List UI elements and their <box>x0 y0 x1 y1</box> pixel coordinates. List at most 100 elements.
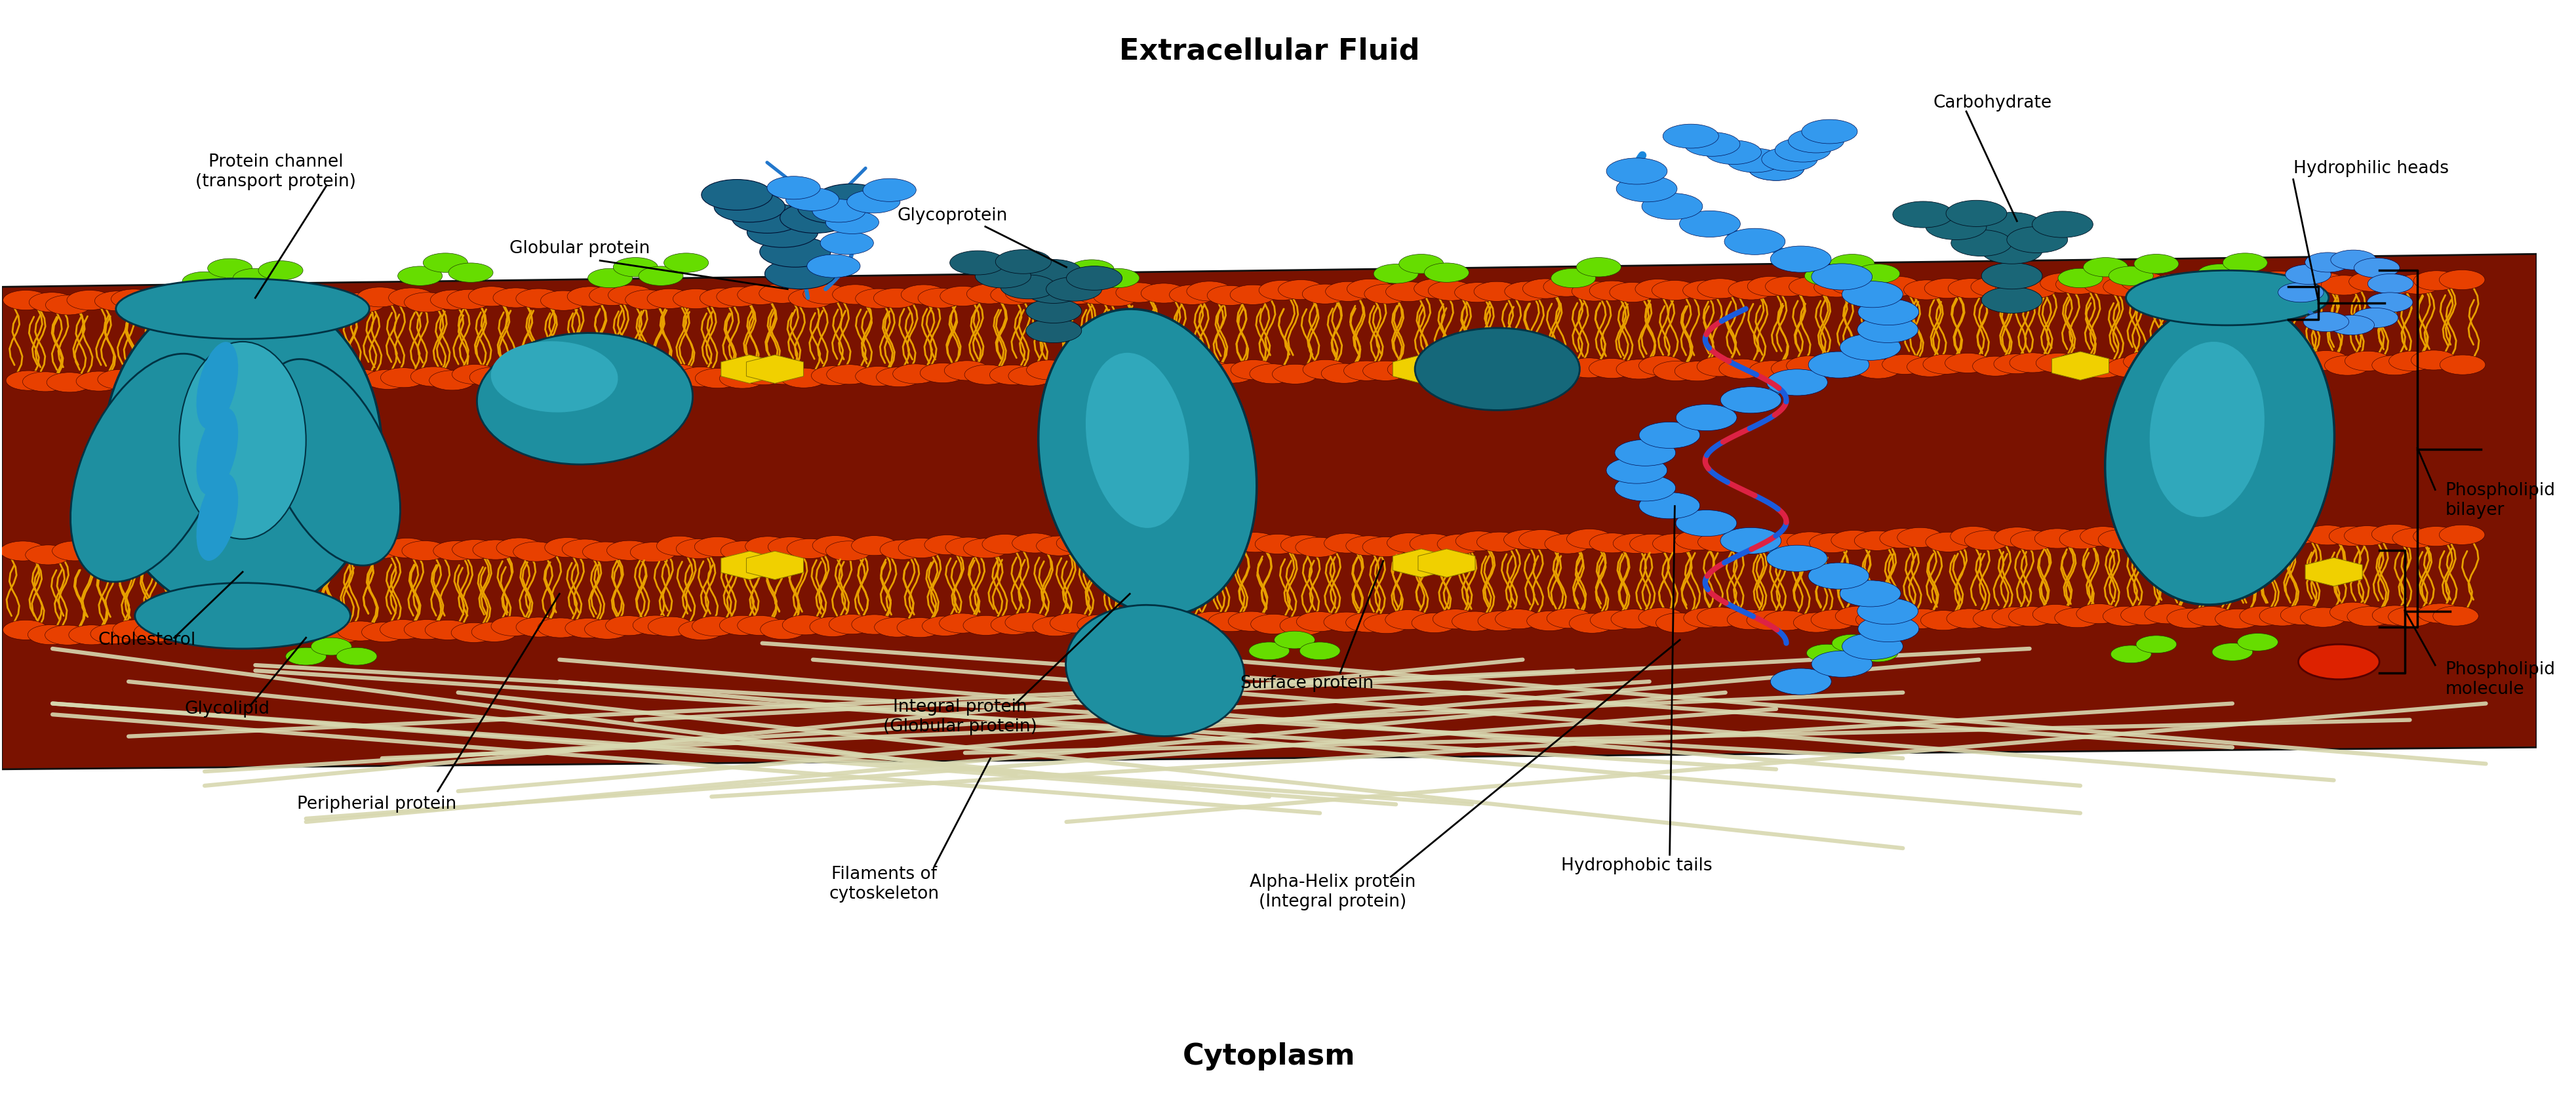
Ellipse shape <box>2125 271 2329 326</box>
Text: Alpha-Helix protein
(Integral protein): Alpha-Helix protein (Integral protein) <box>1249 873 1414 911</box>
Circle shape <box>1208 612 1255 631</box>
Circle shape <box>605 540 652 560</box>
Circle shape <box>832 285 878 305</box>
Circle shape <box>1651 280 1698 300</box>
Circle shape <box>1767 546 1826 572</box>
Circle shape <box>422 253 469 273</box>
Circle shape <box>1056 534 1103 553</box>
Circle shape <box>1190 612 1236 631</box>
Ellipse shape <box>2148 342 2264 517</box>
Circle shape <box>1566 529 1613 549</box>
Circle shape <box>1229 285 1275 305</box>
Circle shape <box>2439 525 2483 544</box>
Circle shape <box>1788 129 1844 153</box>
Circle shape <box>2254 271 2300 290</box>
Circle shape <box>247 620 291 640</box>
Circle shape <box>647 289 693 308</box>
Circle shape <box>827 364 873 384</box>
Circle shape <box>2123 352 2169 372</box>
Circle shape <box>2372 355 2416 375</box>
Circle shape <box>157 369 204 388</box>
Circle shape <box>2040 273 2087 293</box>
Circle shape <box>2012 278 2058 298</box>
Circle shape <box>760 619 806 639</box>
Circle shape <box>520 366 564 385</box>
Circle shape <box>1950 230 2012 256</box>
Circle shape <box>2035 353 2081 373</box>
Circle shape <box>1641 194 1703 220</box>
Text: Globular protein: Globular protein <box>510 240 649 257</box>
Ellipse shape <box>196 408 237 495</box>
Circle shape <box>1517 530 1564 549</box>
Circle shape <box>1399 254 1443 274</box>
Circle shape <box>2239 606 2285 626</box>
Circle shape <box>639 266 683 286</box>
Circle shape <box>2432 606 2478 626</box>
Circle shape <box>850 536 896 556</box>
Circle shape <box>2277 353 2321 373</box>
Circle shape <box>206 372 252 392</box>
Circle shape <box>2107 358 2151 377</box>
Circle shape <box>180 373 227 393</box>
Text: Surface protein: Surface protein <box>1239 675 1373 692</box>
Circle shape <box>1674 530 1721 550</box>
Circle shape <box>1808 352 1868 378</box>
Circle shape <box>1811 651 1873 678</box>
Circle shape <box>1324 282 1370 301</box>
Circle shape <box>1121 361 1167 381</box>
Circle shape <box>451 364 497 384</box>
Circle shape <box>1097 538 1144 558</box>
Ellipse shape <box>116 278 368 339</box>
Circle shape <box>1839 581 1901 607</box>
Polygon shape <box>2267 442 2324 471</box>
Circle shape <box>1231 532 1278 552</box>
Circle shape <box>366 370 410 389</box>
Circle shape <box>2236 634 2277 651</box>
Circle shape <box>1605 158 1667 185</box>
Circle shape <box>966 284 1012 304</box>
Circle shape <box>1229 612 1273 631</box>
Circle shape <box>1056 284 1103 304</box>
Circle shape <box>608 285 654 305</box>
Circle shape <box>397 266 443 286</box>
Circle shape <box>1139 535 1185 554</box>
Circle shape <box>5 371 52 390</box>
Circle shape <box>1280 616 1324 636</box>
Circle shape <box>113 619 157 639</box>
Circle shape <box>2009 606 2053 626</box>
Circle shape <box>1726 148 1783 173</box>
Circle shape <box>2349 272 2393 292</box>
Circle shape <box>781 369 827 388</box>
Circle shape <box>1249 614 1296 634</box>
Circle shape <box>451 623 497 642</box>
Circle shape <box>1504 530 1548 550</box>
Circle shape <box>1857 645 1899 662</box>
Circle shape <box>286 648 327 666</box>
Text: Glycoprotein: Glycoprotein <box>896 207 1007 224</box>
Circle shape <box>1855 609 1901 629</box>
Circle shape <box>665 253 708 273</box>
Circle shape <box>1878 528 1924 548</box>
Circle shape <box>322 366 368 386</box>
Circle shape <box>811 366 858 385</box>
Polygon shape <box>2228 409 2285 438</box>
Circle shape <box>876 367 922 387</box>
Circle shape <box>1832 635 1873 652</box>
Circle shape <box>337 648 376 666</box>
Circle shape <box>1504 282 1551 301</box>
Circle shape <box>1249 642 1288 660</box>
Circle shape <box>384 538 430 558</box>
Circle shape <box>1025 260 1082 284</box>
Circle shape <box>2084 275 2128 295</box>
Circle shape <box>1685 132 1739 156</box>
Circle shape <box>2032 211 2092 238</box>
Circle shape <box>853 615 896 635</box>
Ellipse shape <box>70 354 227 582</box>
Circle shape <box>294 366 340 385</box>
Circle shape <box>1182 534 1229 553</box>
Circle shape <box>732 202 804 233</box>
Circle shape <box>1095 364 1141 384</box>
Circle shape <box>1950 527 1996 547</box>
Circle shape <box>1896 528 1942 548</box>
Circle shape <box>77 542 121 562</box>
